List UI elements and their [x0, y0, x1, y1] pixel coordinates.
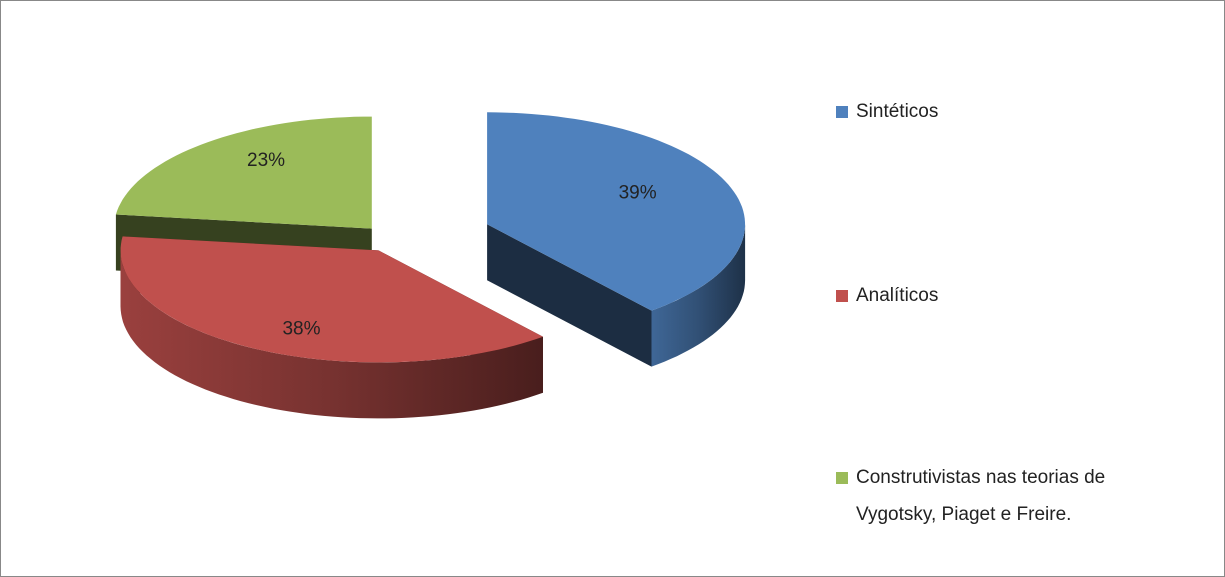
slice — [487, 112, 746, 311]
legend-item: Sintéticos — [836, 93, 1176, 130]
legend-swatch — [836, 290, 848, 302]
legend-item: Construtivistas nas teorias de Vygotsky,… — [836, 459, 1176, 533]
slice-side — [120, 250, 543, 419]
data-label: 38% — [282, 319, 320, 340]
legend-label: Construtivistas nas teorias de Vygotsky,… — [856, 467, 1106, 525]
legend-swatch — [836, 106, 848, 118]
data-label: 39% — [619, 183, 657, 204]
slice-side — [487, 224, 652, 367]
slice — [115, 116, 372, 229]
legend-label: Sintéticos — [856, 101, 939, 122]
legend-swatch — [836, 472, 848, 484]
data-label: 23% — [247, 150, 285, 171]
legend-item: Analíticos — [836, 277, 1176, 314]
slice-side — [651, 224, 746, 367]
legend-label: Analíticos — [856, 285, 939, 306]
pie-area: 39% 38% 23% — [115, 112, 746, 419]
slice — [120, 236, 543, 363]
